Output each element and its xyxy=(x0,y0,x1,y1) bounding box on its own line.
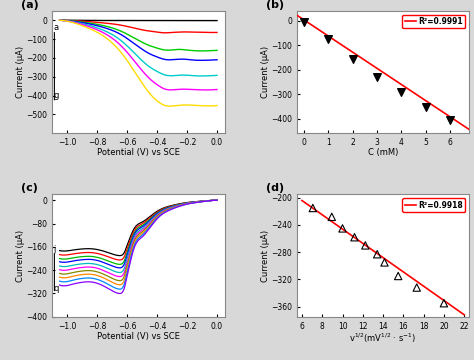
Text: (b): (b) xyxy=(266,0,284,10)
Point xyxy=(440,300,448,306)
Y-axis label: Current (μA): Current (μA) xyxy=(261,46,270,98)
Y-axis label: Current (μA): Current (μA) xyxy=(261,230,270,282)
Point xyxy=(413,285,420,291)
Text: j: j xyxy=(54,245,56,254)
Point xyxy=(394,273,402,279)
Point xyxy=(325,36,332,42)
Point xyxy=(301,19,308,25)
Point xyxy=(446,117,454,123)
Point xyxy=(309,205,317,211)
X-axis label: C (mM): C (mM) xyxy=(368,148,398,157)
Text: g: g xyxy=(54,91,59,100)
X-axis label: Potential (V) vs SCE: Potential (V) vs SCE xyxy=(97,148,180,157)
X-axis label: v$^{1/2}$(mV$^{1/2}$ · s$^{-1}$): v$^{1/2}$(mV$^{1/2}$ · s$^{-1}$) xyxy=(349,332,417,346)
Y-axis label: Current (μA): Current (μA) xyxy=(16,230,25,282)
Point xyxy=(362,243,369,248)
Legend: R²=0.9918: R²=0.9918 xyxy=(402,198,465,212)
Text: a: a xyxy=(54,23,59,32)
Point xyxy=(351,234,358,240)
Text: q: q xyxy=(54,284,59,293)
Y-axis label: Current (μA): Current (μA) xyxy=(16,46,25,98)
X-axis label: Potential (V) vs SCE: Potential (V) vs SCE xyxy=(97,332,180,341)
Point xyxy=(381,260,388,265)
Text: (a): (a) xyxy=(21,0,39,10)
Text: (c): (c) xyxy=(21,183,38,193)
Legend: R²=0.9991: R²=0.9991 xyxy=(402,15,465,28)
Point xyxy=(328,214,336,220)
Point xyxy=(349,56,356,62)
Point xyxy=(374,251,381,257)
Point xyxy=(398,89,405,94)
Point xyxy=(339,225,346,231)
Text: (d): (d) xyxy=(266,183,284,193)
Point xyxy=(422,105,429,111)
Point xyxy=(373,74,381,80)
